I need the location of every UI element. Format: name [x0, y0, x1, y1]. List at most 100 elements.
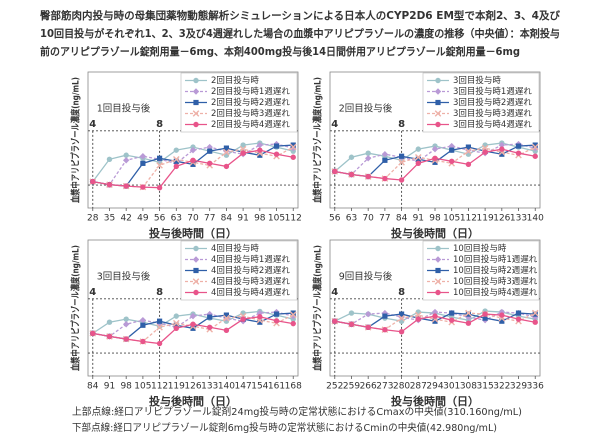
x-tick-label: 273	[376, 382, 393, 392]
marker	[140, 184, 146, 190]
marker	[207, 324, 213, 330]
marker	[532, 153, 538, 159]
marker	[465, 144, 472, 150]
legend-marker	[193, 267, 199, 274]
legend-label: 10回目投与時3週遅れ	[453, 276, 538, 287]
x-tick-label: 35	[104, 214, 115, 224]
marker	[123, 316, 129, 322]
x-tick-label: 133	[201, 382, 218, 392]
x-tick-label: 70	[362, 214, 374, 224]
x-tick-label: 28	[87, 214, 99, 224]
marker	[273, 143, 280, 149]
x-tick-label: 336	[527, 382, 544, 392]
marker	[398, 153, 405, 159]
marker	[531, 309, 539, 317]
marker	[364, 155, 372, 162]
marker	[223, 312, 230, 318]
marker	[531, 143, 539, 151]
marker	[431, 145, 439, 153]
legend-label: 4回目投与時4週遅れ	[211, 287, 290, 298]
legend-marker	[435, 289, 441, 296]
marker	[432, 318, 438, 324]
marker	[156, 323, 163, 331]
legend-label: 4回目投与時3週遅れ	[211, 276, 290, 287]
marker	[90, 330, 96, 337]
marker	[364, 310, 372, 318]
week-label: 4	[331, 287, 338, 298]
marker	[365, 324, 371, 330]
marker	[532, 319, 538, 325]
legend-box	[180, 240, 298, 301]
marker	[290, 154, 296, 160]
x-tick-label: 126	[493, 214, 510, 224]
x-tick-label: 98	[120, 382, 132, 392]
marker	[156, 318, 163, 324]
marker	[432, 159, 438, 165]
x-tick-label: 308	[460, 382, 477, 392]
marker	[156, 185, 163, 191]
marker	[465, 147, 472, 155]
legend-marker	[435, 245, 441, 252]
legend-label: 10回目投与時2週遅れ	[453, 265, 538, 276]
marker	[257, 314, 263, 320]
marker	[332, 318, 338, 324]
marker	[123, 336, 129, 342]
x-tick-label: 147	[235, 382, 252, 392]
marker	[515, 150, 522, 156]
marker	[465, 320, 472, 326]
marker	[499, 151, 505, 157]
annotation: 9回目投与後	[339, 270, 393, 282]
x-tick-label: 63	[346, 214, 357, 224]
legend-label: 2回目投与時4週遅れ	[211, 119, 290, 130]
marker	[499, 318, 505, 324]
marker	[415, 316, 421, 322]
marker	[398, 177, 405, 183]
x-axis-title: 投与後時間（日）	[391, 394, 479, 408]
marker	[515, 310, 522, 316]
marker	[482, 311, 488, 317]
x-tick-label: 112	[151, 382, 168, 392]
x-tick-label: 70	[187, 214, 199, 224]
marker	[223, 163, 230, 170]
marker	[382, 175, 388, 182]
marker	[290, 310, 296, 316]
marker	[106, 156, 113, 162]
week-label: 8	[156, 287, 163, 298]
marker	[156, 162, 163, 169]
x-tick-label: 140	[218, 382, 235, 392]
marker	[189, 312, 197, 320]
marker	[482, 315, 488, 321]
week-label: 4	[89, 287, 96, 298]
x-tick-label: 133	[510, 214, 527, 224]
marker	[273, 318, 280, 324]
marker	[348, 171, 355, 178]
x-tick-label: 280	[393, 382, 410, 392]
x-tick-label: 161	[268, 382, 285, 392]
marker	[240, 142, 246, 148]
marker	[173, 163, 179, 170]
marker	[140, 338, 146, 345]
marker	[449, 317, 455, 323]
x-tick-label: 126	[184, 382, 201, 392]
legend-label: 4回目投与時	[211, 243, 259, 254]
marker	[432, 155, 438, 161]
marker	[482, 149, 488, 155]
marker	[122, 321, 130, 328]
marker	[190, 325, 196, 331]
marker	[190, 161, 196, 167]
legend-label: 10回目投与時1週遅れ	[453, 254, 538, 265]
marker	[106, 319, 113, 325]
x-tick-label: 77	[204, 214, 215, 224]
marker	[415, 146, 421, 152]
marker	[432, 313, 438, 319]
marker	[257, 152, 263, 158]
marker	[398, 314, 405, 322]
x-tick-label: 105	[268, 214, 285, 224]
legend-marker	[193, 99, 199, 106]
x-tick-label: 252	[326, 382, 343, 392]
marker	[465, 161, 472, 168]
marker	[382, 157, 388, 163]
marker	[465, 309, 472, 317]
marker	[415, 311, 422, 319]
